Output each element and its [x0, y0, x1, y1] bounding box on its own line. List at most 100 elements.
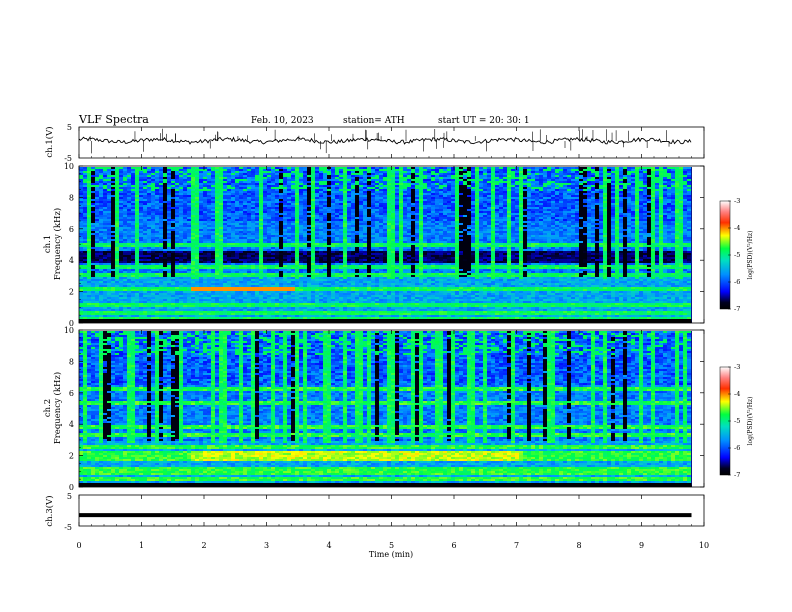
spectrogram-cell — [547, 167, 551, 169]
spectrogram-cell — [427, 169, 431, 171]
spectrogram-cell — [319, 213, 323, 215]
spectrogram-cell — [675, 187, 679, 189]
spectrogram-cell — [339, 191, 343, 193]
spectrogram-cell — [579, 203, 583, 205]
spectrogram-cell — [675, 195, 679, 197]
spectrogram-cell — [567, 177, 571, 179]
spectrogram-cell — [399, 187, 403, 189]
spectrogram-cell — [259, 223, 263, 225]
spectrogram-cell — [623, 229, 627, 231]
spectrogram-cell — [187, 173, 191, 175]
spectrogram-cell — [611, 225, 615, 227]
spectrogram-cell — [83, 215, 87, 217]
spectrogram-cell — [615, 179, 619, 181]
spectrogram-cell — [183, 191, 187, 193]
spectrogram-cell — [103, 195, 107, 197]
spectrogram-cell — [187, 185, 191, 187]
spectrogram-cell — [399, 175, 403, 177]
spectrogram-cell — [543, 227, 547, 229]
spectrogram-cell — [175, 175, 179, 177]
spectrogram-cell — [127, 215, 131, 217]
spectrogram-cell — [239, 215, 243, 217]
spectrogram-cell — [575, 189, 579, 191]
spectrogram-cell — [451, 197, 455, 199]
spectrogram-cell — [295, 197, 299, 199]
spectrogram-cell — [379, 215, 383, 217]
spectrogram-cell — [347, 193, 351, 195]
spectrogram-cell — [583, 189, 587, 191]
spectrogram-cell — [223, 183, 227, 185]
spectrogram-cell — [403, 211, 407, 213]
spectrogram-cell — [87, 215, 91, 217]
spectrogram-cell — [107, 219, 111, 221]
spectrogram-cell — [187, 215, 191, 217]
spectrogram-cell — [327, 203, 331, 205]
spectrogram-cell — [319, 181, 323, 183]
spectrogram-cell — [291, 215, 295, 217]
spectrogram-cell — [159, 177, 163, 179]
spectrogram-cell — [551, 205, 555, 207]
spectrogram-cell — [379, 229, 383, 231]
spectrogram-cell — [539, 209, 543, 211]
spectrogram-cell — [147, 219, 151, 221]
spectrogram-cell — [539, 187, 543, 189]
spectrogram-cell — [267, 171, 271, 173]
spectrogram-cell — [551, 221, 555, 223]
spectrogram-cell — [239, 169, 243, 171]
spectrogram-cell — [175, 167, 179, 169]
spectrogram-cell — [499, 199, 503, 201]
spectrogram-cell — [647, 205, 651, 207]
spectrogram-cell — [503, 175, 507, 177]
spectrogram-cell — [347, 187, 351, 189]
spectrogram-cell — [119, 191, 123, 193]
spectrogram-cell — [231, 207, 235, 209]
spectrogram-cell — [423, 213, 427, 215]
spectrogram-cell — [495, 227, 499, 229]
spectrogram-cell — [511, 185, 515, 187]
spectrogram-cell — [203, 189, 207, 191]
spectrogram-cell — [347, 191, 351, 193]
spectrogram-cell — [619, 181, 623, 183]
spectrogram-cell — [247, 217, 251, 219]
spectrogram-cell — [471, 181, 475, 183]
spectrogram-cell — [667, 173, 671, 175]
spectrogram-cell — [267, 181, 271, 183]
spectrogram-cell — [383, 207, 387, 209]
spectrogram-cell — [299, 197, 303, 199]
spectrogram-cell — [151, 179, 155, 181]
spectrogram-cell — [155, 175, 159, 177]
spectrogram-cell — [327, 177, 331, 179]
spectrogram-cell — [595, 173, 599, 175]
spectrogram-cell — [563, 207, 567, 209]
spectrogram-cell — [607, 213, 611, 215]
spectrogram-cell — [255, 229, 259, 231]
spectrogram-cell — [439, 199, 443, 201]
spectrogram-cell — [331, 179, 335, 181]
spectrogram-cell — [499, 173, 503, 175]
spectrogram-cell — [559, 179, 563, 181]
spectrogram-cell — [523, 193, 527, 195]
spectrogram-cell — [595, 199, 599, 201]
spectrogram-cell — [579, 209, 583, 211]
spectrogram-cell — [363, 185, 367, 187]
spectrogram-cell — [111, 221, 115, 223]
spectrogram-cell — [459, 191, 463, 193]
spectrogram-cell — [287, 195, 291, 197]
spectrogram-cell — [387, 183, 391, 185]
spectrogram-cell — [431, 215, 435, 217]
spectrogram-cell — [495, 187, 499, 189]
spectrogram-cell — [439, 169, 443, 171]
spectrogram-cell — [211, 167, 215, 169]
spectrogram-cell — [211, 211, 215, 213]
spectrogram-cell — [563, 223, 567, 225]
spectrogram-cell — [199, 167, 203, 169]
spectrogram-cell — [239, 225, 243, 227]
spectrogram-cell — [135, 185, 139, 187]
spectrogram-cell — [291, 207, 295, 209]
spectrogram-cell — [267, 175, 271, 177]
spectrogram-cell — [663, 223, 667, 225]
spectrogram-cell — [403, 213, 407, 215]
spectrogram-cell — [623, 191, 627, 193]
spectrogram-cell — [631, 191, 635, 193]
spectrogram-cell — [119, 215, 123, 217]
